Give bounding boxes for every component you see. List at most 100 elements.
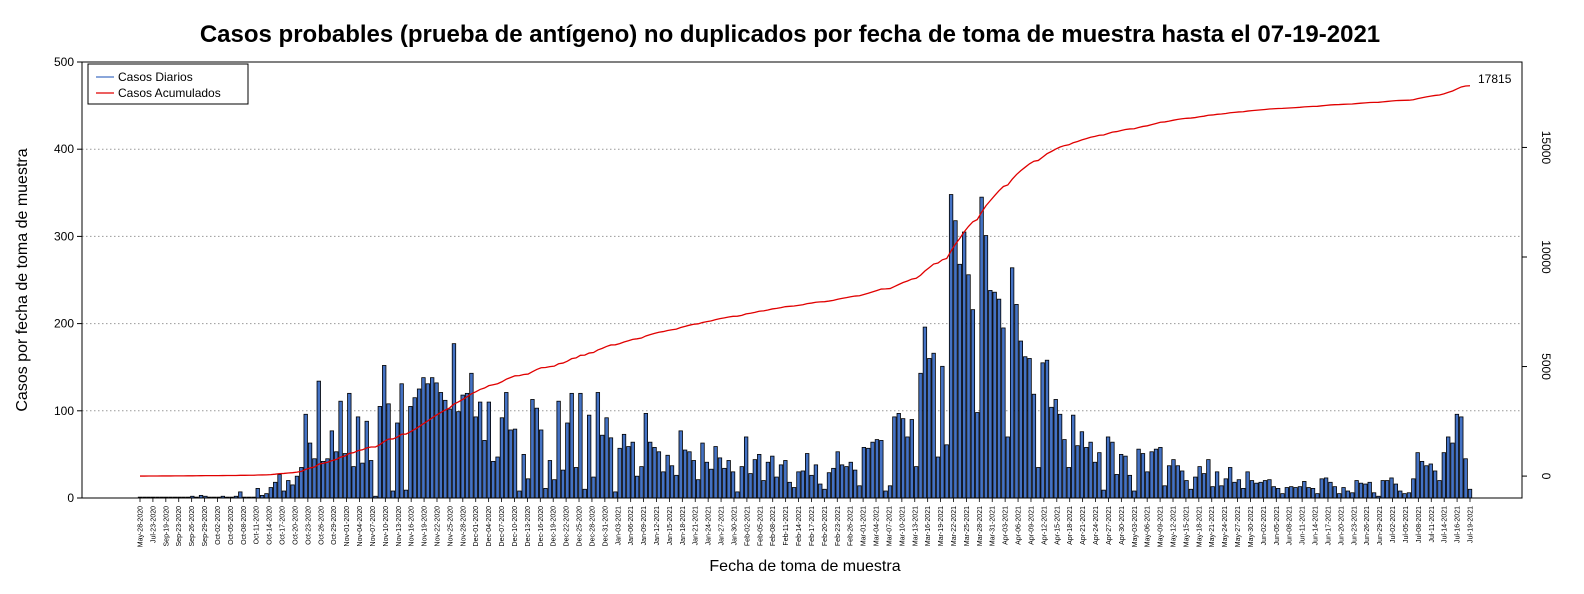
x-tick-label: Nov-01-2020 — [344, 506, 351, 547]
x-tick-label: Nov-10-2020 — [383, 506, 390, 547]
daily-bar — [1323, 477, 1329, 499]
daily-bar — [979, 196, 984, 499]
x-tick-label: Mar-19-2021 — [938, 506, 945, 546]
x-tick-label: Oct-20-2020 — [292, 506, 299, 545]
x-tick-label: May-15-2021 — [1183, 506, 1190, 547]
x-tick-label: Mar-22-2021 — [951, 506, 958, 546]
daily-bar — [626, 446, 631, 499]
daily-bar — [739, 466, 744, 499]
daily-bar — [1036, 467, 1041, 499]
daily-bar — [539, 429, 544, 499]
daily-bar — [770, 455, 775, 499]
daily-bar — [395, 422, 400, 499]
daily-bar — [730, 471, 736, 499]
daily-bar — [1066, 467, 1071, 499]
x-tick-label: Apr-12-2021 — [1041, 506, 1048, 545]
daily-bar — [312, 458, 317, 499]
daily-bar — [935, 456, 941, 499]
daily-bar — [1254, 482, 1259, 499]
daily-bar — [1258, 481, 1263, 499]
daily-bar — [386, 403, 391, 499]
daily-bar — [757, 453, 762, 499]
x-tick-label: Oct-26-2020 — [318, 506, 325, 545]
daily-bar — [962, 231, 967, 499]
daily-bar — [1289, 486, 1294, 499]
legend-label-daily: Casos Diarios — [118, 70, 193, 84]
daily-bar — [1201, 473, 1207, 499]
daily-bar — [722, 467, 727, 499]
y2-tick-label: 0 — [1539, 473, 1553, 480]
daily-bar — [325, 458, 330, 499]
x-tick-label: Oct-02-2020 — [215, 506, 222, 545]
x-tick-label: Jun-29-2021 — [1377, 506, 1384, 545]
daily-bar — [713, 446, 718, 499]
daily-bar — [1385, 480, 1390, 499]
x-tick-label: May-18-2021 — [1196, 506, 1203, 547]
daily-bar — [1267, 479, 1272, 499]
daily-bar — [547, 460, 553, 499]
daily-bar — [1463, 458, 1468, 499]
x-tick-label: Nov-28-2020 — [460, 506, 467, 547]
daily-bar — [408, 406, 413, 499]
daily-bar — [696, 479, 701, 499]
daily-bar — [634, 475, 640, 499]
daily-bar — [316, 380, 321, 499]
x-tick-label: Jul-11-2021 — [1429, 506, 1436, 543]
daily-bar — [1437, 480, 1442, 499]
daily-bar — [1315, 493, 1320, 499]
daily-bar — [403, 489, 409, 499]
daily-bar — [1441, 452, 1446, 499]
daily-bar — [1341, 487, 1346, 499]
daily-bar — [957, 263, 962, 499]
daily-bar — [595, 392, 601, 499]
daily-bar — [761, 480, 766, 499]
daily-bar — [377, 406, 382, 499]
daily-bar — [1358, 482, 1364, 499]
x-tick-labels: May-28-2020 Jul-23-2020 Sep-19-2020 Sep-23-… — [138, 498, 1475, 547]
daily-bar — [813, 464, 819, 499]
daily-bar — [818, 483, 823, 499]
daily-bar — [573, 467, 579, 499]
x-tick-label: Jan-06-2021 — [628, 506, 635, 545]
daily-bar — [451, 343, 457, 499]
daily-bar — [630, 441, 635, 499]
daily-bar — [883, 490, 888, 499]
daily-bar — [1027, 358, 1032, 499]
daily-bar — [1345, 490, 1351, 499]
x-axis-label: Fecha de toma de muestra — [709, 558, 900, 575]
daily-bar — [1371, 492, 1377, 499]
y-tick-label: 0 — [67, 491, 74, 505]
x-tick-label: Apr-15-2021 — [1054, 506, 1061, 545]
daily-bar — [1175, 465, 1180, 499]
x-tick-label: Mar-13-2021 — [912, 506, 919, 546]
x-tick-label: May-27-2021 — [1235, 506, 1242, 547]
daily-bar — [1040, 362, 1045, 499]
daily-bar — [560, 469, 566, 499]
daily-bar — [303, 413, 308, 499]
daily-bar — [443, 399, 448, 499]
daily-bar — [1459, 416, 1464, 499]
x-tick-label: May-03-2021 — [1132, 506, 1139, 547]
daily-bar — [787, 481, 792, 499]
daily-bar — [1088, 441, 1093, 499]
daily-bar — [1415, 452, 1420, 499]
daily-bar — [608, 437, 614, 499]
daily-bar — [853, 469, 858, 499]
daily-bar — [1097, 452, 1102, 499]
daily-bar — [486, 401, 491, 499]
daily-bar — [286, 480, 291, 499]
daily-bar — [495, 456, 500, 499]
daily-bar — [1389, 477, 1394, 499]
x-tick-label: Jan-09-2021 — [641, 506, 648, 545]
daily-bar — [665, 454, 670, 499]
x-tick-label: Apr-09-2021 — [1028, 506, 1035, 545]
x-tick-label: May-21-2021 — [1209, 506, 1216, 547]
daily-bar — [1119, 453, 1124, 499]
daily-bar — [1223, 478, 1228, 499]
daily-bar — [382, 365, 387, 499]
daily-bar — [1280, 493, 1285, 499]
daily-bar — [709, 468, 714, 499]
daily-bar — [826, 472, 832, 499]
daily-bar — [669, 465, 675, 499]
daily-bar — [521, 453, 526, 499]
